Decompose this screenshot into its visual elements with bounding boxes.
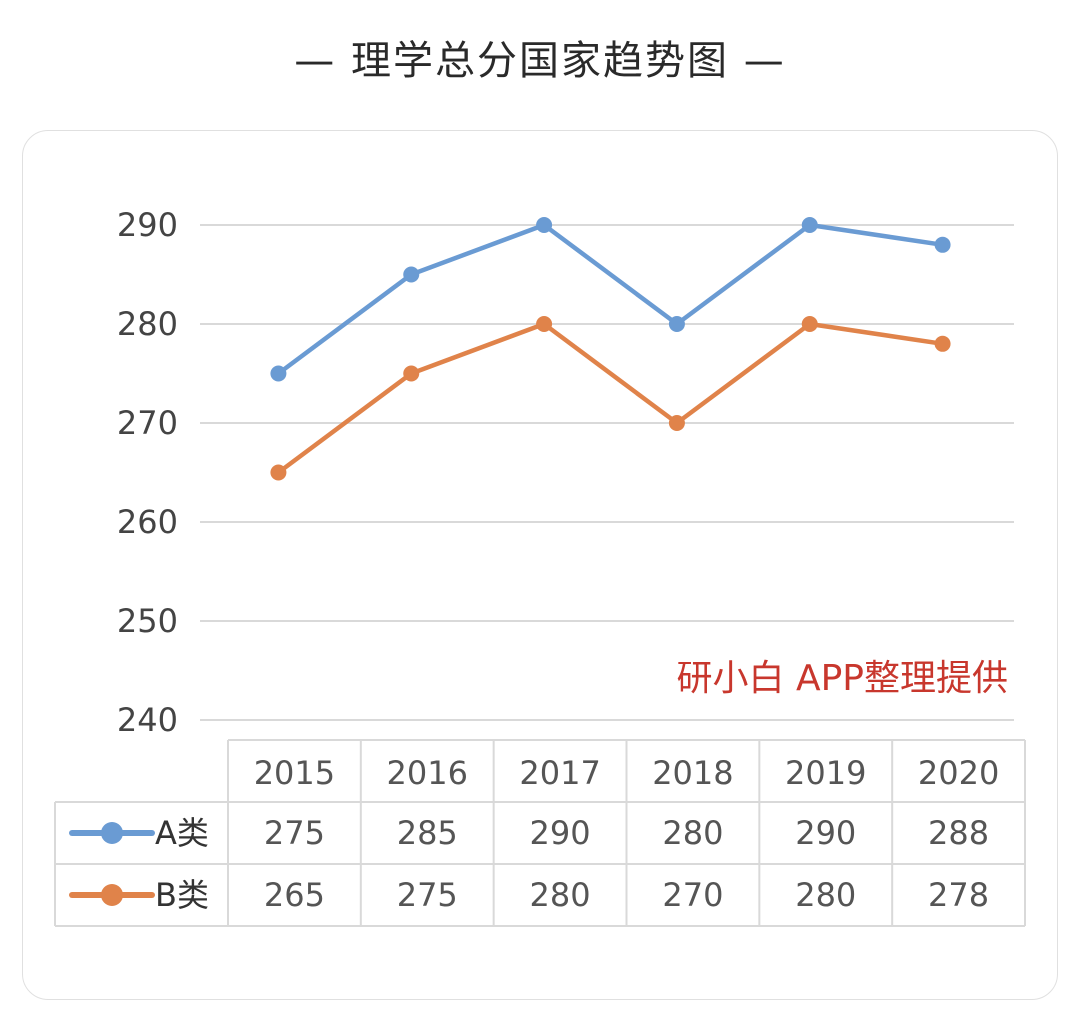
x-category-label: 2015 xyxy=(254,754,335,792)
y-tick-label: 290 xyxy=(117,206,178,244)
table-value: 275 xyxy=(264,814,325,852)
table-value: 280 xyxy=(795,876,856,914)
page-title: — 理学总分国家趋势图 — xyxy=(294,38,786,84)
y-tick-label: 260 xyxy=(117,503,178,541)
table-value: 278 xyxy=(928,876,989,914)
x-category-label: 2016 xyxy=(387,754,468,792)
table-value: 270 xyxy=(662,876,723,914)
series-point xyxy=(536,316,553,332)
x-category-label: 2020 xyxy=(918,754,999,792)
x-category-label: 2018 xyxy=(652,754,733,792)
table-value: 285 xyxy=(397,814,458,852)
y-tick-label: 250 xyxy=(117,602,178,640)
series-point xyxy=(934,236,951,253)
table-value: 275 xyxy=(397,876,458,914)
legend-marker xyxy=(101,822,123,844)
x-category-label: 2019 xyxy=(785,754,866,792)
series-point xyxy=(801,217,818,233)
series-point xyxy=(668,316,685,332)
x-category-label: 2017 xyxy=(519,754,600,792)
series-point xyxy=(536,217,553,233)
table-value: 280 xyxy=(530,876,591,914)
y-tick-label: 240 xyxy=(117,701,178,739)
watermark-text: 研小白 APP整理提供 xyxy=(677,658,1009,699)
table-value: 288 xyxy=(928,814,989,852)
series-line xyxy=(277,222,943,376)
legend-label: A类 xyxy=(155,814,209,852)
y-tick-label: 280 xyxy=(117,305,178,343)
table-value: 280 xyxy=(662,814,723,852)
series-point xyxy=(403,365,420,382)
table-value: 265 xyxy=(264,876,325,914)
series-point xyxy=(270,365,287,382)
chart-card xyxy=(22,130,1058,1000)
series-point xyxy=(801,316,818,332)
y-tick-label: 270 xyxy=(117,404,178,442)
legend-marker xyxy=(101,884,123,906)
series-point xyxy=(934,335,951,352)
series-point xyxy=(270,464,287,481)
series-line xyxy=(277,321,943,475)
table-value: 290 xyxy=(795,814,856,852)
series-point xyxy=(668,415,685,431)
legend-label: B类 xyxy=(155,876,209,914)
series-point xyxy=(403,266,420,283)
table-value: 290 xyxy=(530,814,591,852)
